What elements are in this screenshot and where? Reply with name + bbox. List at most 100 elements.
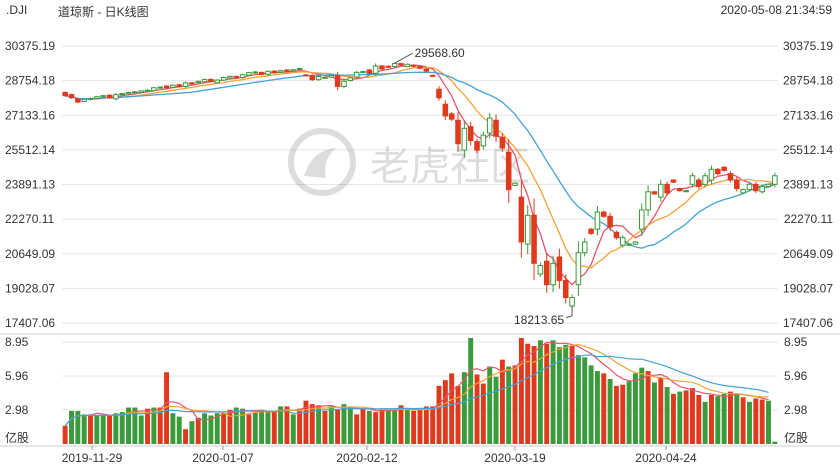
volume-bar [689, 388, 695, 444]
volume-bar [404, 409, 410, 444]
volume-bar [62, 425, 68, 444]
volume-bar [442, 380, 448, 444]
volume-bar [157, 407, 163, 444]
volume-bar [436, 385, 442, 444]
candle-body [562, 279, 569, 299]
ma-long-line [65, 71, 775, 249]
candle [588, 227, 594, 235]
candle [353, 70, 360, 79]
candle-body [721, 166, 727, 171]
volume-bar [474, 374, 480, 444]
candle-body [233, 75, 240, 78]
candle-body [176, 84, 183, 87]
candle [296, 67, 303, 71]
candle-body [227, 75, 233, 79]
candle [436, 86, 442, 101]
volume-unit-left: 亿股 [5, 430, 29, 445]
candle-body [341, 80, 347, 87]
volume-bar [132, 407, 138, 444]
candle-body [772, 175, 778, 185]
price-y-tick-left: 22270.11 [5, 212, 54, 226]
candle [638, 203, 645, 236]
candle [417, 65, 423, 70]
candle-body [600, 211, 607, 217]
candle [721, 166, 727, 172]
volume-bar [259, 409, 265, 444]
candle-body [537, 264, 544, 275]
candle-body [296, 68, 303, 71]
grid-lines [0, 45, 840, 447]
candle-body [239, 74, 246, 79]
candle-body [347, 77, 354, 82]
volume-bar [677, 391, 683, 444]
candle [271, 70, 278, 74]
candle [455, 112, 461, 152]
candle [683, 189, 689, 193]
candle-body [391, 63, 398, 67]
x-tick-label: 2020-04-24 [635, 451, 697, 465]
volume-bar [373, 412, 379, 444]
volume-bar [582, 357, 588, 444]
candle-body [68, 94, 75, 99]
volume-bar [208, 415, 214, 444]
candle-body [265, 70, 271, 75]
volume-average-lines [64, 341, 769, 427]
candle [677, 187, 683, 192]
candle [543, 252, 550, 293]
candle-body [696, 179, 702, 187]
volume-bar [411, 410, 417, 444]
symbol-label: .DJI [6, 3, 28, 17]
volume-y-tick-left: 8.95 [5, 335, 29, 349]
volume-bar [347, 406, 353, 444]
volume-bar [734, 393, 740, 444]
x-axis-labels: 2019-11-29 2020-01-07 2020-02-12 2020-03-19… [62, 446, 697, 465]
candle [429, 74, 436, 77]
chart-title: 道琼斯 - 日K线图 [58, 5, 149, 19]
volume-bar [683, 390, 689, 444]
price-y-tick-left: 27133.16 [5, 108, 55, 122]
candle-body [81, 98, 87, 102]
candle-body [550, 262, 556, 286]
candle-body [670, 179, 677, 183]
candle [138, 90, 144, 94]
volume-bar [569, 345, 575, 444]
volume-bar [728, 391, 733, 444]
price-annotations: 29568.60 18213.65 [394, 46, 573, 327]
candle-body [436, 88, 442, 99]
volume-bar [202, 413, 208, 444]
vol-ma-long-line [64, 354, 769, 427]
candle [119, 92, 125, 96]
volume-bar [100, 415, 106, 444]
candle [290, 68, 297, 72]
price-y-tick-left: 19028.07 [5, 281, 55, 295]
volume-bar [385, 410, 391, 444]
volume-bar [449, 373, 455, 444]
candle-body [645, 191, 651, 211]
volume-bar [550, 340, 556, 444]
candle-body [524, 214, 531, 245]
candle [702, 172, 708, 188]
candle-body [702, 175, 708, 185]
volume-bar [759, 399, 765, 444]
candle-body [360, 71, 366, 74]
candle [740, 188, 746, 194]
candle [132, 90, 138, 94]
volume-bar [297, 408, 303, 444]
candle-body [398, 63, 404, 66]
volume-bar [506, 366, 512, 444]
candle [645, 185, 651, 217]
volume-bar [715, 396, 721, 444]
volume-bar [81, 414, 87, 444]
candle-body [746, 183, 753, 191]
candle-body [518, 196, 525, 243]
candle [531, 198, 537, 281]
candle-body [753, 183, 759, 192]
candle-body [575, 252, 582, 286]
candle [265, 70, 271, 76]
volume-bar [766, 400, 771, 444]
candle [379, 64, 385, 71]
candle [366, 68, 373, 75]
candle-body [284, 69, 290, 72]
candle-body [100, 95, 106, 98]
volume-bar [252, 412, 258, 444]
